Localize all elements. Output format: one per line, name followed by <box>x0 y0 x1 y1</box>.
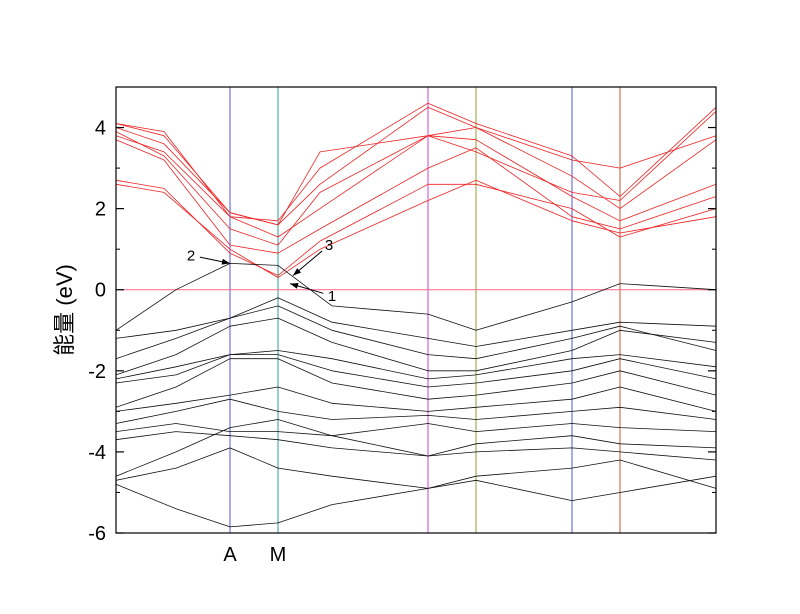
y-tick-label: 4 <box>95 118 106 140</box>
valence-band-line <box>115 297 717 347</box>
valence-band-line <box>115 305 717 360</box>
valence-band-line <box>115 354 717 388</box>
annotation-label: 3 <box>325 237 333 254</box>
annotations: 1 2 3 <box>187 237 336 305</box>
valence-band-line <box>115 350 717 380</box>
valence-band-line <box>115 386 717 412</box>
valence-band-line <box>115 447 717 489</box>
conduction-band-line <box>115 135 717 238</box>
band-lines <box>115 102 717 528</box>
y-tick-label: -6 <box>88 523 106 545</box>
valence-band-line <box>115 423 717 437</box>
conduction-band-line <box>115 139 717 254</box>
conduction-band-line <box>115 106 717 226</box>
conduction-band-line <box>115 102 717 222</box>
annotation-arrow-head <box>293 268 302 276</box>
k-point-label: M <box>270 544 287 566</box>
conduction-band-line <box>115 111 717 246</box>
plot-frame <box>115 86 717 534</box>
y-tick-label: -4 <box>88 442 106 464</box>
k-point-label: A <box>223 544 237 566</box>
k-point-lines <box>229 87 621 533</box>
valence-band-line <box>115 358 717 408</box>
conduction-band-line <box>115 123 717 226</box>
valence-band-line <box>115 475 717 528</box>
valence-band-line <box>115 398 717 424</box>
valence-band-line <box>115 431 717 457</box>
annotation-label: 2 <box>187 247 195 264</box>
annotation-arrow-head <box>221 258 230 265</box>
valence-band-line <box>115 262 717 331</box>
valence-band-line <box>115 317 717 376</box>
valence-band-line <box>115 419 717 477</box>
y-tick-label: -2 <box>88 361 106 383</box>
y-axis-label: 能量 (eV) <box>52 264 77 356</box>
annotation-label: 1 <box>328 288 336 305</box>
y-axis-ticks: -6 -4 -2 0 2 4 <box>88 86 716 545</box>
y-tick-label: 2 <box>95 199 106 221</box>
y-tick-label: 0 <box>95 280 106 302</box>
annotation-arrow-head <box>290 282 299 289</box>
